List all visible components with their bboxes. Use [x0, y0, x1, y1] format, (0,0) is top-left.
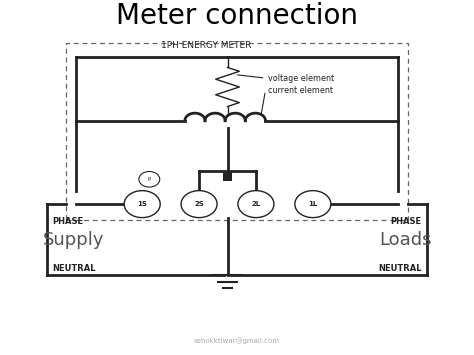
Text: 2S: 2S	[194, 201, 204, 207]
Text: current element: current element	[268, 86, 333, 95]
Text: 1S: 1S	[137, 201, 147, 207]
Text: NEUTRAL: NEUTRAL	[52, 263, 96, 273]
Text: PHASE: PHASE	[391, 217, 422, 226]
Circle shape	[139, 171, 160, 187]
Bar	[223, 171, 232, 181]
Circle shape	[238, 191, 274, 218]
Bar	[66, 43, 408, 220]
Text: 1L: 1L	[308, 201, 318, 207]
Circle shape	[181, 191, 217, 218]
Text: Meter connection: Meter connection	[116, 2, 358, 30]
Text: voltage element: voltage element	[268, 73, 334, 83]
Text: Loads: Loads	[379, 231, 431, 248]
Circle shape	[295, 191, 331, 218]
Text: ashokktiwar@gmail.com: ashokktiwar@gmail.com	[194, 337, 280, 344]
Text: PHASE: PHASE	[52, 217, 83, 226]
Text: Supply: Supply	[43, 231, 104, 248]
Text: 2L: 2L	[251, 201, 261, 207]
Text: P: P	[148, 177, 151, 182]
Text: NEUTRAL: NEUTRAL	[378, 263, 422, 273]
Circle shape	[124, 191, 160, 218]
Text: 1PH ENERGY METER: 1PH ENERGY METER	[161, 41, 251, 50]
